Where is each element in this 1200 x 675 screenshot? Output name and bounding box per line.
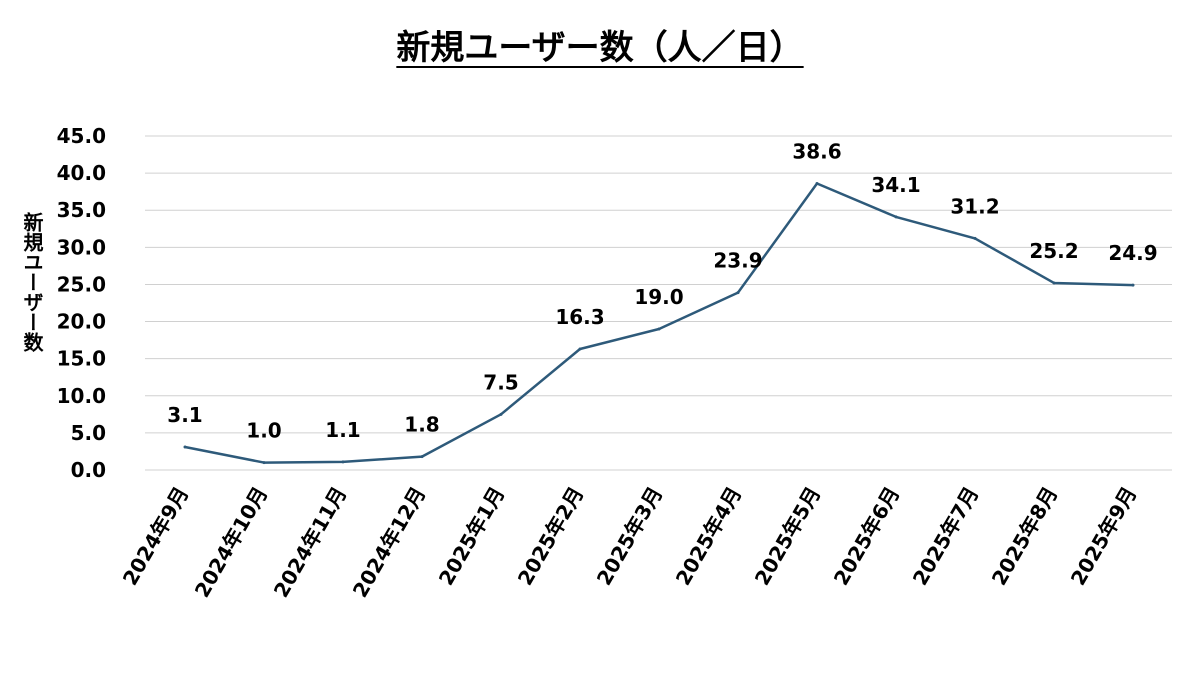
x-tick-label: 2025年9月: [1066, 483, 1142, 590]
chart-title-text: 新規ユーザー数（人／日）: [396, 28, 804, 68]
chart-title: 新規ユーザー数（人／日）: [0, 20, 1200, 69]
y-axis-title: 新規ユーザー数: [20, 212, 44, 352]
data-point: [420, 455, 424, 459]
x-tick-label: 2024年12月: [348, 483, 431, 602]
data-label: 34.1: [871, 173, 920, 197]
data-label: 1.1: [325, 418, 360, 442]
y-tick-label: 10.0: [57, 384, 106, 408]
x-tick-label: 2025年6月: [829, 483, 905, 590]
x-tick-label: 2025年5月: [750, 483, 826, 590]
data-point: [657, 327, 661, 331]
x-tick-label: 2025年7月: [908, 483, 984, 590]
x-tick-label: 2024年10月: [190, 483, 273, 602]
data-point: [973, 236, 977, 240]
data-label: 25.2: [1029, 239, 1078, 263]
data-label: 3.1: [167, 403, 202, 427]
data-label: 1.8: [404, 413, 439, 437]
y-axis-ticks: 0.0 5.0 10.0 15.0 20.0 25.0 30.0 35.0 40.0 45.0: [57, 124, 106, 482]
gridlines: [145, 135, 1172, 471]
x-tick-label: 2025年1月: [434, 483, 510, 590]
y-tick-label: 0.0: [71, 458, 106, 482]
y-tick-label: 5.0: [71, 421, 106, 445]
data-label: 19.0: [634, 285, 683, 309]
data-point: [183, 445, 187, 449]
x-tick-label: 2025年8月: [987, 483, 1063, 590]
data-point: [815, 182, 819, 186]
data-label: 31.2: [950, 194, 999, 218]
y-tick-label: 15.0: [57, 347, 106, 371]
x-tick-label: 2025年4月: [671, 483, 747, 590]
series: [183, 182, 1135, 465]
data-label: 23.9: [713, 249, 762, 273]
y-tick-label: 45.0: [57, 124, 106, 148]
data-label: 24.9: [1108, 241, 1157, 265]
data-label: 7.5: [483, 370, 518, 394]
x-tick-label: 2025年2月: [513, 483, 589, 590]
data-point: [578, 347, 582, 351]
data-point: [894, 215, 898, 219]
data-labels: 3.1 1.0 1.1 1.8 7.5 16.3 19.0 23.9 38.6 34.1 31.2 2…: [167, 140, 1157, 443]
x-tick-label: 2024年9月: [118, 483, 194, 590]
x-tick-label: 2024年11月: [269, 483, 352, 602]
data-label: 38.6: [792, 140, 841, 164]
data-label: 16.3: [555, 305, 604, 329]
y-tick-label: 30.0: [57, 235, 106, 259]
data-point: [1131, 283, 1135, 287]
x-tick-label: 2025年3月: [592, 483, 668, 590]
data-point: [499, 412, 503, 416]
y-tick-label: 40.0: [57, 161, 106, 185]
y-tick-label: 25.0: [57, 272, 106, 296]
data-point: [262, 461, 266, 465]
y-tick-label: 35.0: [57, 198, 106, 222]
data-point: [736, 291, 740, 295]
data-point: [341, 460, 345, 464]
data-point: [1052, 281, 1056, 285]
y-tick-label: 20.0: [57, 310, 106, 334]
data-label: 1.0: [246, 419, 281, 443]
